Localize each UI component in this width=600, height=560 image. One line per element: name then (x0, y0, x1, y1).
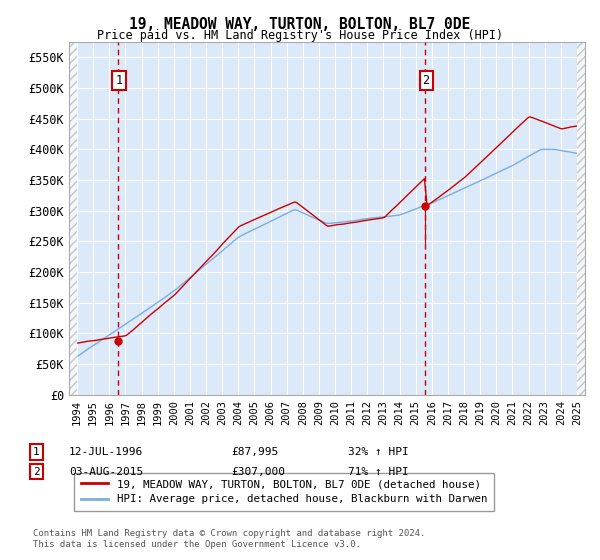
Text: 03-AUG-2015: 03-AUG-2015 (69, 466, 143, 477)
Text: Contains HM Land Registry data © Crown copyright and database right 2024.
This d: Contains HM Land Registry data © Crown c… (33, 529, 425, 549)
Text: 71% ↑ HPI: 71% ↑ HPI (348, 466, 409, 477)
Text: 12-JUL-1996: 12-JUL-1996 (69, 447, 143, 457)
Bar (69, 42, 77, 395)
Text: 32% ↑ HPI: 32% ↑ HPI (348, 447, 409, 457)
Text: £87,995: £87,995 (231, 447, 278, 457)
Bar (577, 42, 585, 395)
Text: 2: 2 (422, 74, 430, 87)
Text: 19, MEADOW WAY, TURTON, BOLTON, BL7 0DE: 19, MEADOW WAY, TURTON, BOLTON, BL7 0DE (130, 17, 470, 32)
Text: 1: 1 (33, 447, 40, 457)
Text: 1: 1 (115, 74, 122, 87)
Legend: 19, MEADOW WAY, TURTON, BOLTON, BL7 0DE (detached house), HPI: Average price, de: 19, MEADOW WAY, TURTON, BOLTON, BL7 0DE … (74, 473, 494, 511)
Text: 2: 2 (33, 466, 40, 477)
Text: £307,000: £307,000 (231, 466, 285, 477)
Text: Price paid vs. HM Land Registry's House Price Index (HPI): Price paid vs. HM Land Registry's House … (97, 29, 503, 42)
